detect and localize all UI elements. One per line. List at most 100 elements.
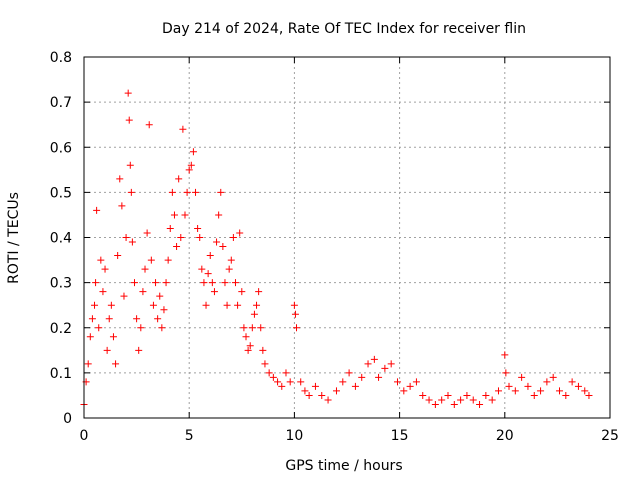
x-tick-label: 25 (601, 428, 619, 444)
data-point (265, 369, 273, 377)
x-axis-ticks: 0 5 10 15 20 25 (80, 57, 619, 444)
data-points (80, 89, 593, 408)
data-point (187, 161, 195, 169)
data-point (469, 396, 477, 404)
data-point (162, 279, 170, 287)
data-point (200, 279, 208, 287)
data-point (244, 346, 252, 354)
data-point (524, 382, 532, 390)
data-point (99, 288, 107, 296)
chart-title: Day 214 of 2024, Rate Of TEC Index for r… (162, 21, 526, 37)
data-point (339, 378, 347, 386)
data-point (225, 265, 233, 273)
data-point (215, 211, 223, 219)
y-tick-label: 0 (63, 411, 72, 427)
data-point (135, 346, 143, 354)
data-point (223, 301, 231, 309)
data-point (476, 400, 484, 408)
data-point (231, 279, 239, 287)
data-point (305, 391, 313, 399)
y-tick-label: 0.3 (50, 276, 72, 292)
data-point (137, 324, 145, 332)
data-point (179, 125, 187, 133)
data-point (154, 315, 162, 323)
data-point (192, 188, 200, 196)
data-point (196, 234, 204, 241)
data-point (175, 175, 183, 183)
data-point (177, 234, 185, 241)
data-point (530, 391, 538, 399)
data-point (160, 306, 168, 314)
data-point (227, 256, 235, 264)
data-point (145, 121, 153, 129)
data-point (364, 360, 372, 368)
x-tick-label: 20 (496, 428, 514, 444)
x-tick-label: 15 (391, 428, 409, 444)
x-tick-label: 10 (285, 428, 303, 444)
data-point (425, 396, 433, 404)
data-point (143, 229, 151, 237)
data-point (250, 310, 258, 318)
data-point (297, 378, 305, 386)
data-point (370, 355, 378, 363)
data-point (488, 396, 496, 404)
data-point (93, 206, 101, 214)
data-point (562, 391, 570, 399)
data-point (97, 256, 105, 264)
data-point (387, 360, 395, 368)
data-point (158, 324, 166, 332)
data-point (257, 324, 265, 332)
data-point (505, 382, 513, 390)
data-point (116, 175, 124, 183)
data-point (556, 387, 564, 395)
data-point (118, 202, 126, 210)
data-point (152, 279, 160, 287)
data-point (450, 400, 458, 408)
data-point (164, 256, 172, 264)
data-point (139, 288, 147, 296)
data-point (482, 391, 490, 399)
data-point (181, 211, 189, 219)
data-point (125, 116, 133, 124)
data-point (238, 288, 246, 296)
data-point (419, 391, 427, 399)
data-point (351, 382, 359, 390)
data-point (141, 265, 149, 273)
data-point (210, 288, 218, 296)
data-point (431, 400, 439, 408)
data-point (412, 378, 420, 386)
data-point (202, 301, 210, 309)
data-point (120, 292, 128, 300)
y-tick-label: 0.7 (50, 95, 72, 111)
data-point (537, 387, 545, 395)
data-point (581, 387, 589, 395)
data-point (219, 243, 227, 251)
data-point (156, 292, 164, 300)
x-axis-label: GPS time / hours (285, 458, 402, 474)
x-tick-label: 0 (80, 428, 89, 444)
x-tick-label: 5 (185, 428, 194, 444)
data-point (240, 324, 248, 332)
data-point (457, 396, 465, 404)
data-point (311, 382, 319, 390)
data-point (105, 315, 113, 323)
data-point (103, 346, 111, 354)
data-point (549, 373, 557, 381)
data-point (518, 373, 526, 381)
data-point (324, 396, 332, 404)
data-point (166, 224, 174, 232)
data-point (229, 234, 237, 241)
y-tick-label: 0.2 (50, 321, 72, 337)
data-point (282, 369, 290, 377)
data-point (543, 378, 551, 386)
data-point (501, 351, 509, 359)
data-point (259, 346, 267, 354)
data-point (246, 342, 254, 350)
data-point (261, 360, 269, 368)
data-point (88, 315, 96, 323)
data-point (274, 378, 282, 386)
data-point (253, 301, 261, 309)
data-point (185, 166, 193, 174)
